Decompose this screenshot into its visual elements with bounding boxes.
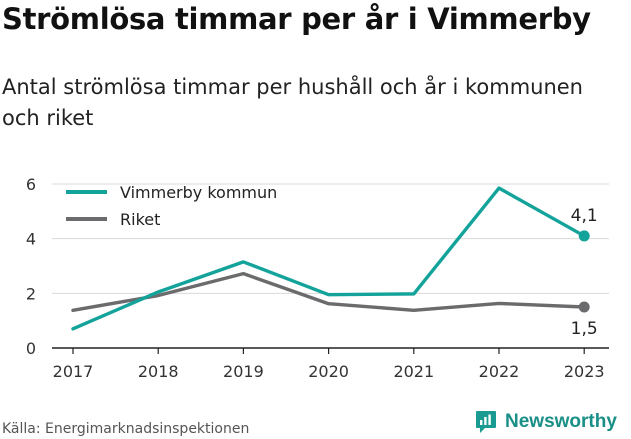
- brand-logo: Newsworthy: [475, 407, 617, 437]
- end-point-vimmerby-kommun: [578, 230, 590, 242]
- chart-title: Strömlösa timmar per år i Vimmerby: [2, 2, 591, 36]
- data-label: 1,5: [571, 319, 598, 339]
- legend-label: Vimmerby kommun: [120, 183, 277, 202]
- x-tick-label: 2019: [223, 362, 264, 381]
- y-tick-label: 0: [26, 339, 36, 358]
- x-tick-label: 2021: [393, 362, 434, 381]
- chart-subtitle: Antal strömlösa timmar per hushåll och å…: [2, 75, 583, 130]
- y-tick-label: 4: [26, 230, 36, 249]
- x-tick-label: 2022: [479, 362, 520, 381]
- x-tick-label: 2018: [138, 362, 179, 381]
- x-tick-label: 2020: [308, 362, 349, 381]
- brand-name: Newsworthy: [505, 411, 617, 432]
- newsworthy-logo-icon: [476, 411, 496, 433]
- y-tick-label: 2: [26, 284, 36, 303]
- end-point-riket: [578, 301, 590, 313]
- legend-label: Riket: [120, 210, 160, 229]
- x-tick-label: 2017: [53, 362, 94, 381]
- x-tick-label: 2023: [564, 362, 605, 381]
- series-line-riket: [71, 271, 586, 312]
- series-line-vimmerby-kommun: [71, 186, 586, 331]
- data-label: 4,1: [571, 206, 598, 226]
- source-note: Källa: Energimarknadsinspektionen: [2, 421, 250, 437]
- y-tick-label: 6: [26, 175, 36, 194]
